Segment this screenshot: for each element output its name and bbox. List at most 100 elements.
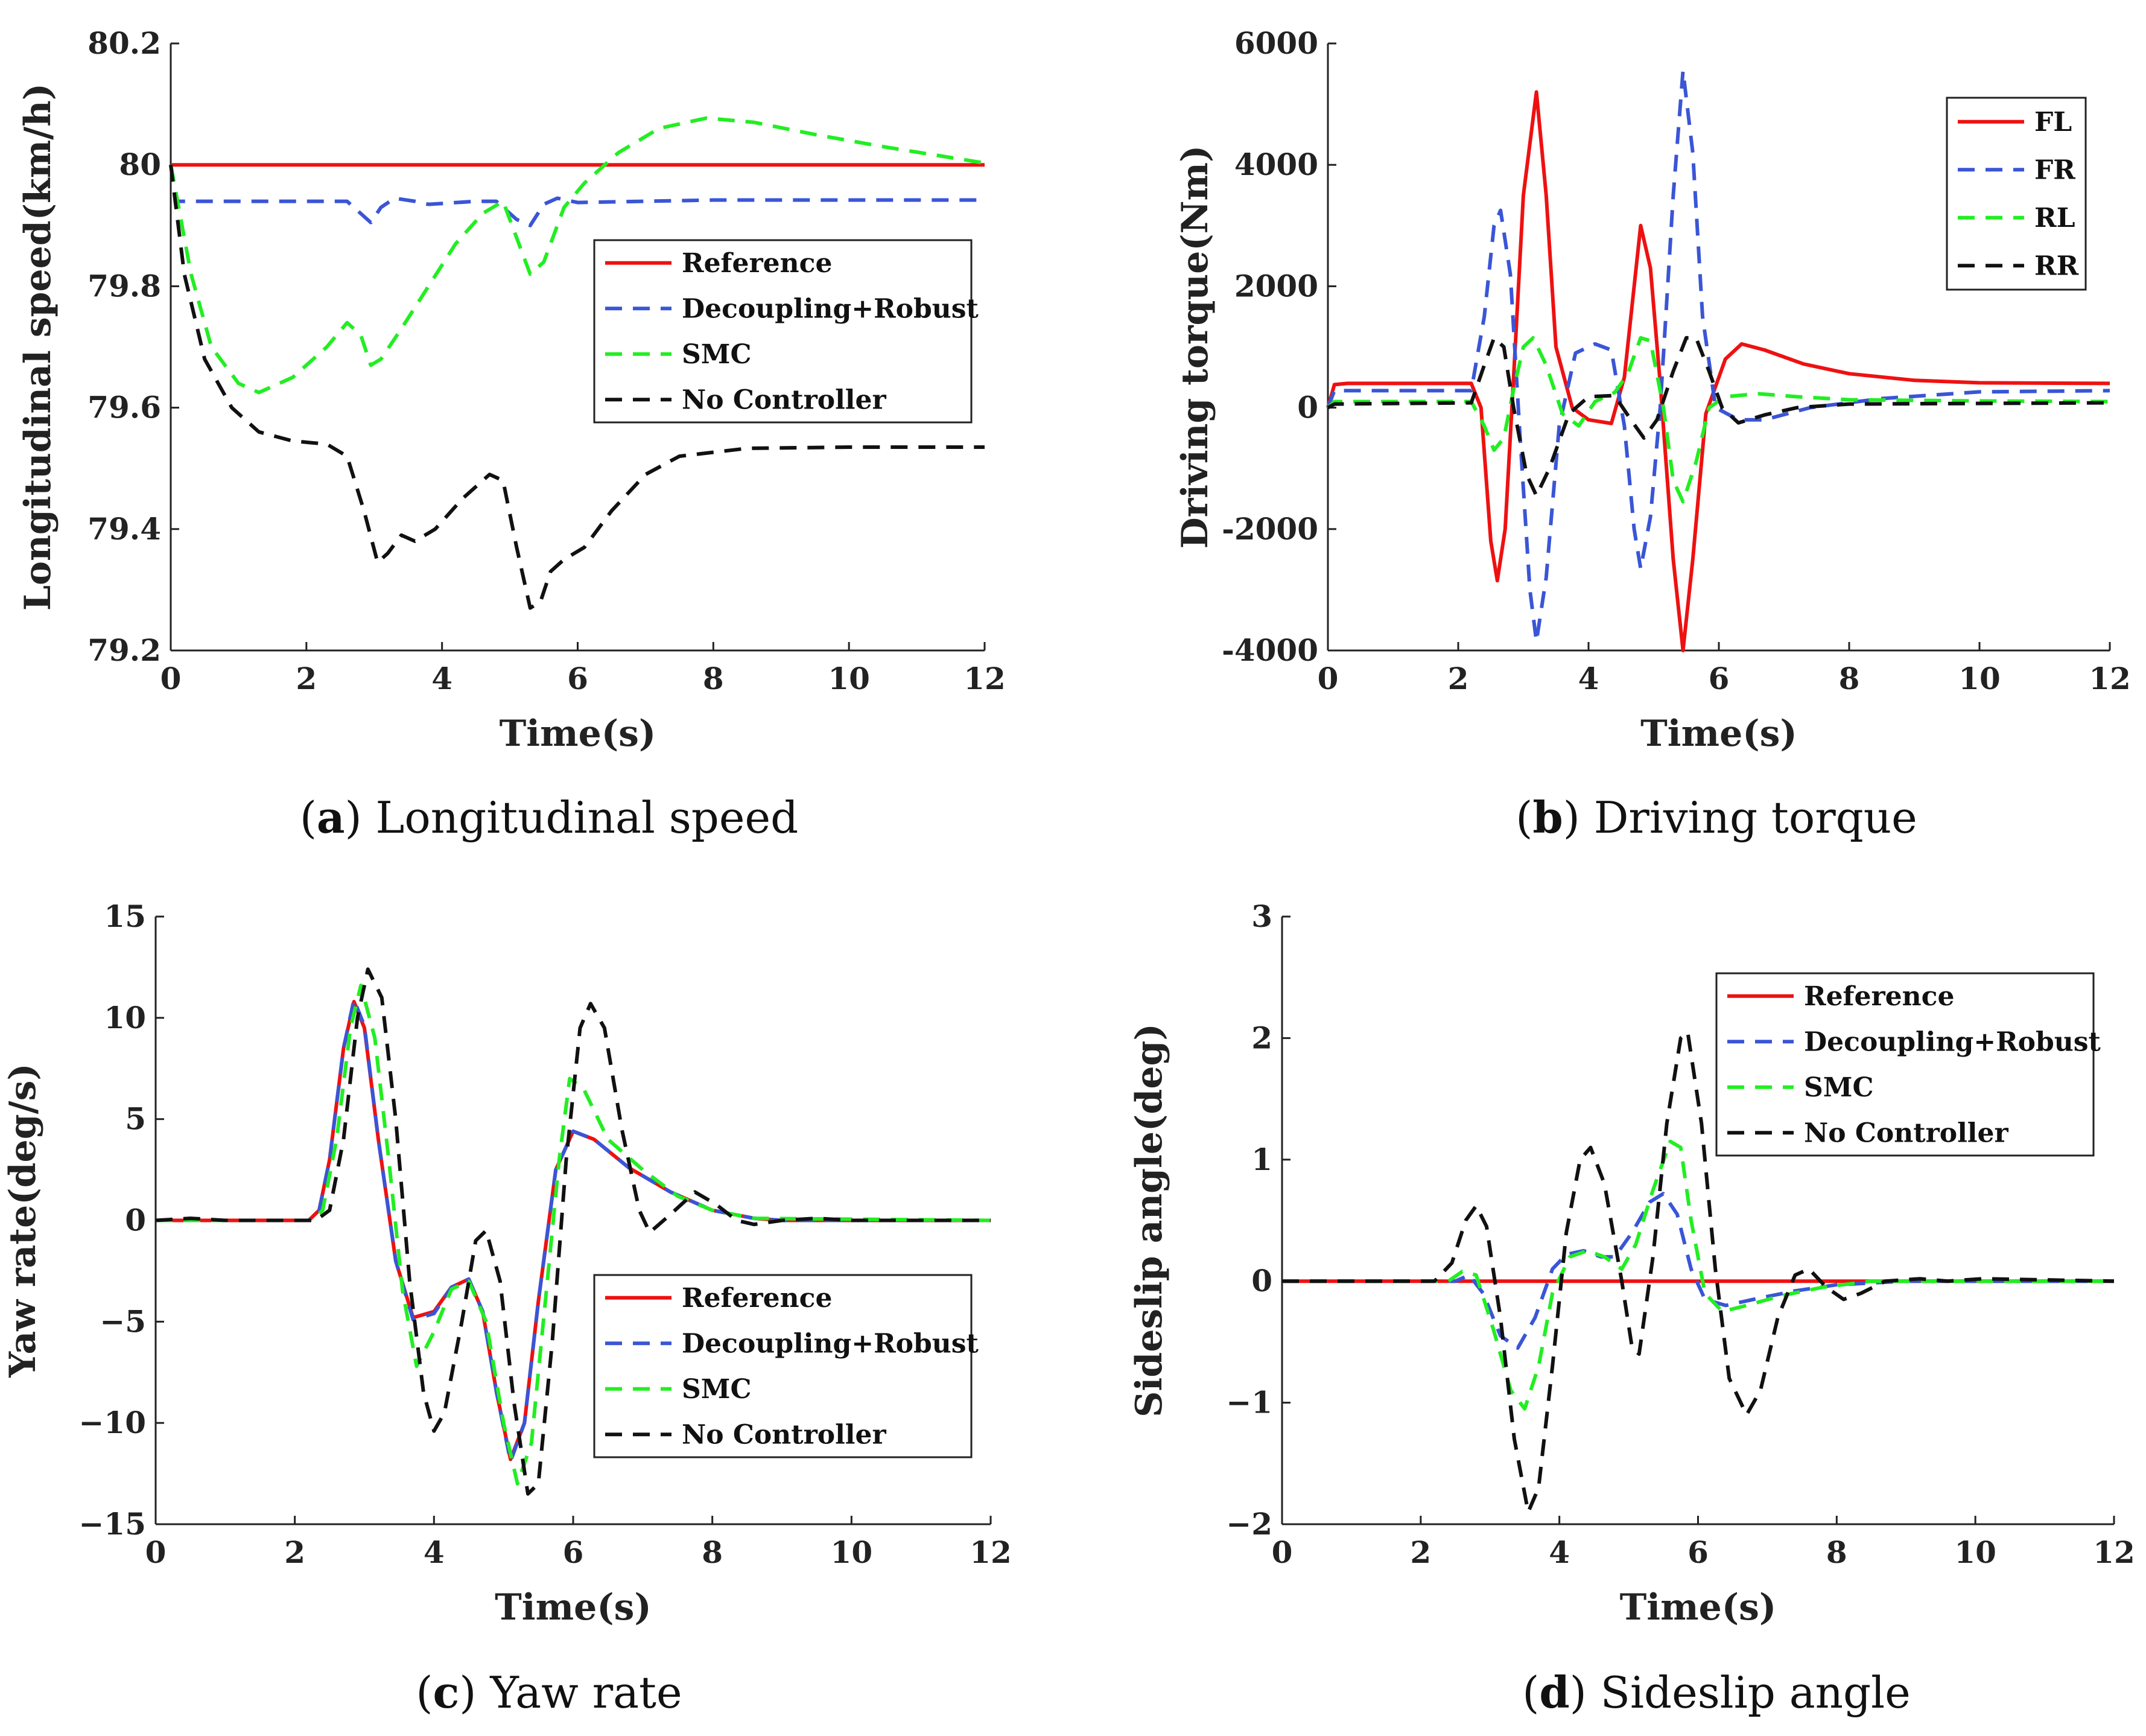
series-no-controller bbox=[169, 164, 985, 610]
series-fl bbox=[1326, 90, 2110, 652]
legend-label: No Controller bbox=[682, 384, 887, 415]
caption-paren-close: ) bbox=[1570, 1667, 1601, 1718]
chart-c: 0 2 4 6 8 10 12 −15 −10 −5 0 5 10 15 Time(s) Yaw rate(d… bbox=[2, 898, 1012, 1718]
legend-box bbox=[1946, 97, 2087, 291]
x-tick-label: 6 bbox=[1709, 661, 1730, 696]
series-decoupling-robust bbox=[169, 164, 985, 227]
legend-label: Decoupling+Robust bbox=[682, 293, 979, 324]
legend-label: Reference bbox=[1804, 981, 1954, 1012]
y-tick-label: 79.2 bbox=[87, 632, 161, 668]
caption-paren-close: ) bbox=[1563, 792, 1594, 843]
y-axis-label: Driving torque(Nm) bbox=[1174, 145, 1216, 549]
x-tick-label: 12 bbox=[2089, 661, 2131, 696]
x-tick-label: 0 bbox=[1272, 1534, 1293, 1570]
y-tick-label: -4000 bbox=[1222, 632, 1318, 668]
x-tick-label: 10 bbox=[1958, 661, 2001, 696]
x-axis-label: Time(s) bbox=[1640, 713, 1797, 755]
x-tick-label: 6 bbox=[563, 1534, 584, 1570]
legend-box bbox=[593, 1274, 973, 1458]
caption-text: Longitudinal speed bbox=[376, 792, 799, 843]
series-rl bbox=[1326, 335, 2110, 504]
legend-box bbox=[593, 239, 973, 424]
y-tick-label: 79.4 bbox=[87, 511, 161, 547]
legend-label: Decoupling+Robust bbox=[682, 1328, 979, 1359]
legend-label: No Controller bbox=[1804, 1118, 2009, 1148]
legend-label: SMC bbox=[682, 1374, 752, 1405]
y-tick-label: -2000 bbox=[1222, 511, 1318, 547]
x-tick-label: 8 bbox=[703, 661, 724, 696]
caption-paren-open: ( bbox=[300, 792, 317, 843]
y-axis-label: Yaw rate(deg/s) bbox=[2, 1063, 44, 1378]
x-tick-label: 10 bbox=[828, 661, 870, 696]
x-axis-label: Time(s) bbox=[500, 713, 656, 755]
y-tick-label: 2000 bbox=[1234, 268, 1318, 304]
legend: Reference Decoupling+Robust SMC No Controll… bbox=[1715, 972, 2101, 1157]
x-tick-label: 8 bbox=[702, 1534, 723, 1570]
y-tick-label: −10 bbox=[79, 1405, 146, 1440]
y-tick-label: 10 bbox=[104, 1000, 146, 1035]
legend: Reference Decoupling+Robust SMC No Controll… bbox=[593, 239, 979, 424]
legend-label: Decoupling+Robust bbox=[1804, 1026, 2101, 1057]
x-tick-label: 0 bbox=[1318, 661, 1339, 696]
x-tick-label: 2 bbox=[284, 1534, 305, 1570]
y-tick-label: 15 bbox=[104, 898, 146, 934]
x-tick-label: 2 bbox=[1410, 1534, 1431, 1570]
y-tick-label: 0 bbox=[125, 1203, 146, 1238]
caption-letter: b bbox=[1532, 792, 1563, 843]
y-tick-label: 79.6 bbox=[87, 390, 161, 425]
x-tick-label: 12 bbox=[963, 661, 1006, 696]
x-tick-label: 4 bbox=[431, 661, 452, 696]
series-fr bbox=[1326, 69, 2110, 643]
legend-label: RR bbox=[2034, 250, 2079, 281]
x-tick-label: 4 bbox=[1578, 661, 1599, 696]
y-tick-label: 0 bbox=[1251, 1263, 1272, 1299]
y-tick-label: 79.8 bbox=[87, 268, 161, 304]
caption-text: Driving torque bbox=[1594, 792, 1917, 843]
legend: Reference Decoupling+Robust SMC No Controll… bbox=[593, 1274, 979, 1458]
legend-label: RL bbox=[2034, 203, 2075, 234]
series-smc bbox=[156, 984, 991, 1486]
legend-box bbox=[1715, 972, 2095, 1157]
caption-paren-open: ( bbox=[1522, 1667, 1539, 1718]
subfigure-caption: (a) Longitudinal speed bbox=[300, 792, 798, 843]
series-smc bbox=[1282, 1139, 2114, 1411]
caption-letter: c bbox=[433, 1667, 459, 1718]
x-tick-label: 2 bbox=[296, 661, 317, 696]
caption-text: Yaw rate bbox=[489, 1667, 682, 1718]
x-tick-label: 6 bbox=[567, 661, 588, 696]
series-smc bbox=[169, 116, 985, 395]
x-tick-label: 0 bbox=[145, 1534, 167, 1570]
caption-paren-open: ( bbox=[416, 1667, 433, 1718]
series-rr bbox=[1327, 335, 2110, 498]
x-tick-label: 4 bbox=[1549, 1534, 1570, 1570]
caption-letter: d bbox=[1539, 1667, 1569, 1718]
legend-label: FL bbox=[2034, 107, 2072, 138]
x-tick-label: 4 bbox=[424, 1534, 445, 1570]
y-tick-label: −15 bbox=[79, 1506, 146, 1542]
legend-label: SMC bbox=[1804, 1072, 1874, 1103]
y-tick-label: −2 bbox=[1226, 1506, 1272, 1542]
y-tick-label: 0 bbox=[1297, 390, 1318, 425]
x-axis-label: Time(s) bbox=[1620, 1586, 1777, 1629]
caption-paren-close: ) bbox=[345, 792, 376, 843]
legend: FL FR RL RR bbox=[1946, 97, 2087, 291]
y-axis-label: Longitudinal speed(km/h) bbox=[17, 83, 59, 611]
y-tick-label: 6000 bbox=[1234, 25, 1318, 61]
x-tick-label: 8 bbox=[1839, 661, 1860, 696]
subfigure-caption: (b) Driving torque bbox=[1516, 792, 1917, 843]
y-tick-label: 5 bbox=[125, 1101, 146, 1137]
caption-letter: a bbox=[317, 792, 345, 843]
y-axis-label: Sideslip angle(deg) bbox=[1128, 1023, 1170, 1417]
x-tick-label: 10 bbox=[1954, 1534, 1996, 1570]
series-no-controller bbox=[1282, 1030, 2115, 1514]
subfigure-caption: (c) Yaw rate bbox=[416, 1667, 682, 1718]
x-tick-label: 6 bbox=[1687, 1534, 1709, 1570]
x-tick-label: 12 bbox=[970, 1534, 1012, 1570]
legend-label: SMC bbox=[682, 339, 752, 370]
chart-b: 0 2 4 6 8 10 12 -4000 -2000 0 2000 4000 6000 Time(s) D… bbox=[1174, 25, 2131, 843]
caption-text: Sideslip angle bbox=[1601, 1667, 1911, 1718]
y-tick-label: 1 bbox=[1251, 1142, 1272, 1177]
y-tick-label: 3 bbox=[1251, 898, 1272, 934]
